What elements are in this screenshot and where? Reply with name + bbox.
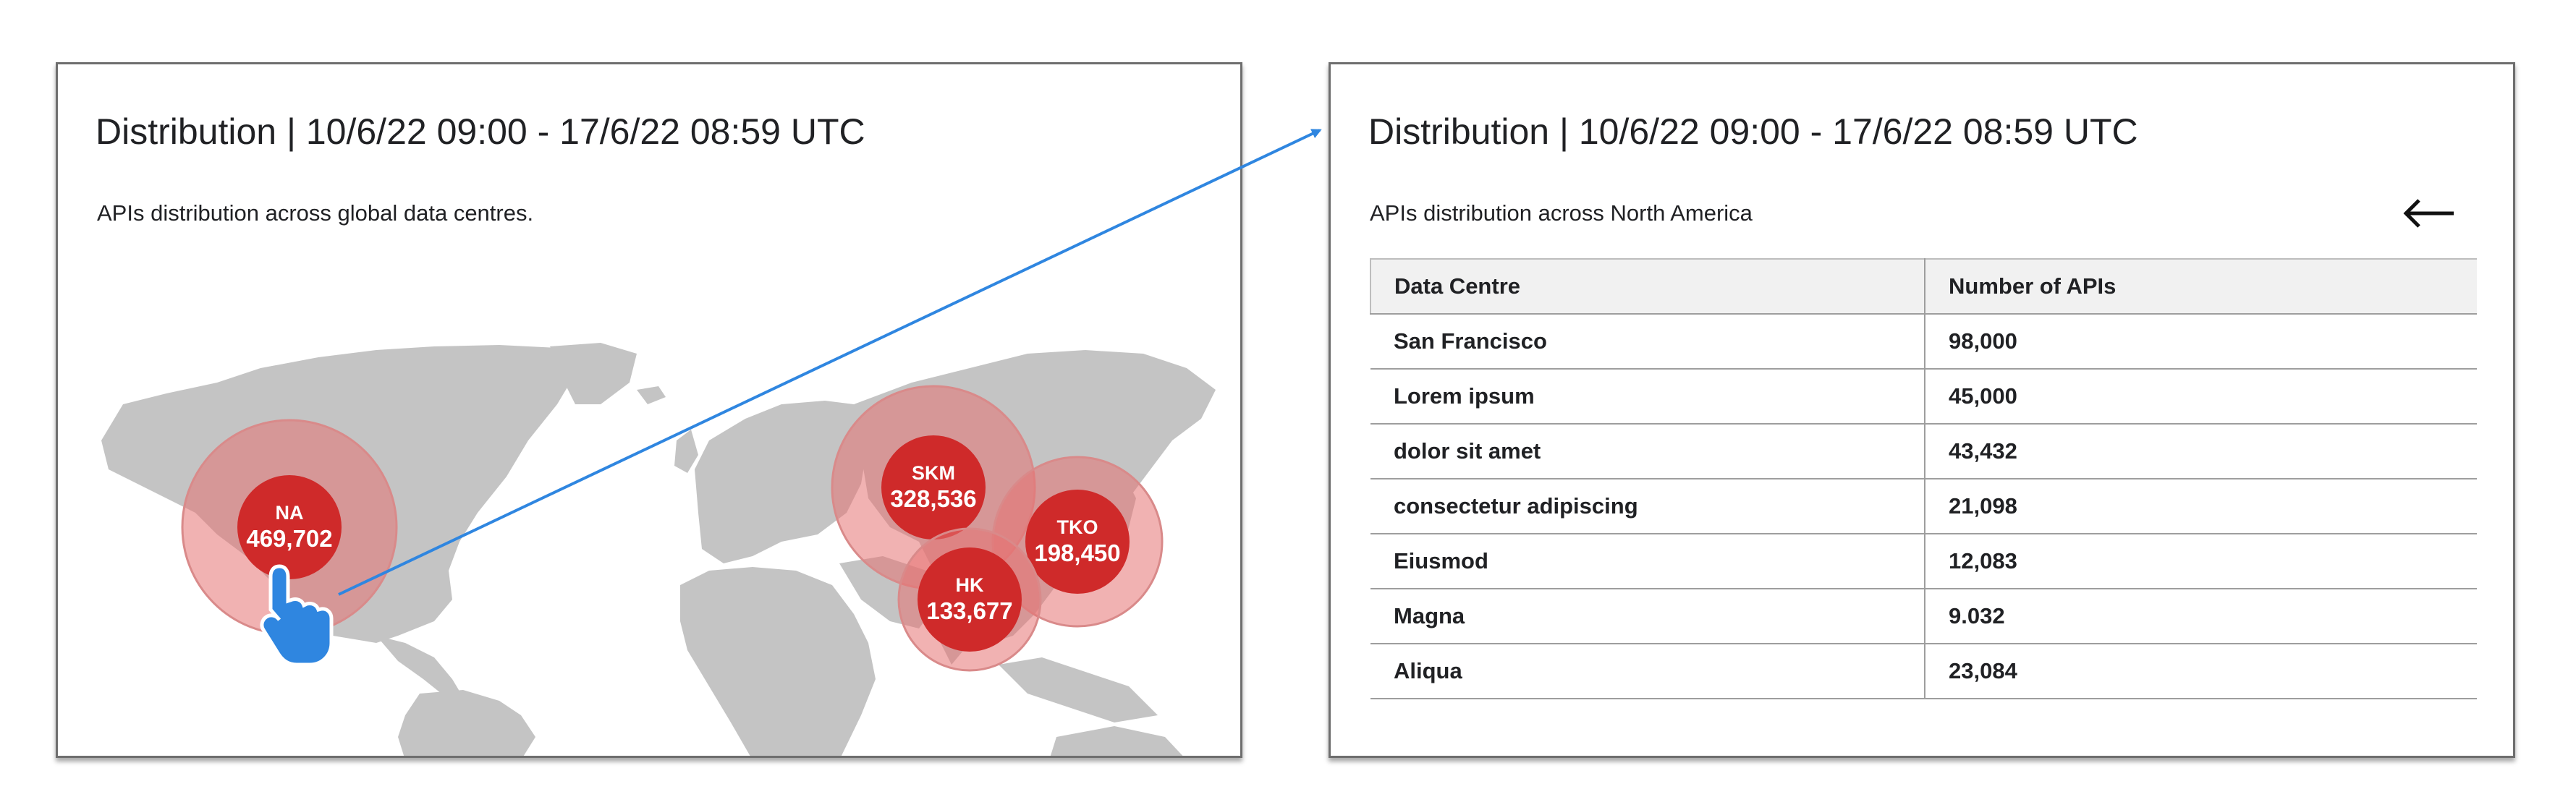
data-centre-cell: Lorem ipsum — [1370, 369, 1925, 425]
api-count-cell: 12,083 — [1925, 534, 2477, 589]
table-row[interactable]: consectetur adipiscing 21,098 — [1370, 479, 2477, 534]
data-centre-cell: Eiusmod — [1370, 534, 1925, 589]
map-central-america — [376, 636, 463, 699]
tko-code: TKO — [1056, 516, 1098, 539]
api-count-cell: 43,432 — [1925, 424, 2477, 479]
table-row[interactable]: Magna 9.032 — [1370, 589, 2477, 644]
tko-value: 198,450 — [1034, 540, 1121, 567]
na-value: 469,702 — [246, 525, 333, 553]
tko-bubble-label: TKO 198,450 — [1034, 516, 1120, 568]
skm-bubble-label: SKM 328,536 — [890, 461, 976, 513]
map-iceland — [637, 386, 666, 404]
map-uk — [674, 430, 698, 473]
skm-value: 328,536 — [890, 485, 977, 513]
table-header-row: Data Centre Number of APIs — [1370, 258, 2477, 315]
map-africa — [680, 567, 876, 756]
table-card-subtitle: APIs distribution across North America — [1370, 200, 1753, 226]
hk-code: HK — [955, 574, 984, 597]
distribution-map-card: Distribution | 10/6/22 09:00 - 17/6/22 0… — [56, 62, 1242, 758]
api-count-cell: 45,000 — [1925, 369, 2477, 425]
skm-code: SKM — [911, 462, 955, 485]
data-centre-cell: San Francisco — [1370, 314, 1925, 370]
distribution-table-card: Distribution | 10/6/22 09:00 - 17/6/22 0… — [1329, 62, 2515, 758]
table-row[interactable]: dolor sit amet 43,432 — [1370, 424, 2477, 479]
data-centre-cell: consectetur adipiscing — [1370, 479, 1925, 534]
world-map — [101, 343, 1216, 756]
hk-bubble-label: HK 133,677 — [926, 574, 1012, 626]
api-count-cell: 98,000 — [1925, 314, 2477, 370]
data-centre-cell: Magna — [1370, 589, 1925, 644]
na-code: NA — [275, 502, 304, 524]
map-greenland — [550, 343, 637, 404]
map-south-america — [398, 690, 535, 756]
api-count-cell: 23,084 — [1925, 644, 2477, 699]
table-row[interactable]: Lorem ipsum 45,000 — [1370, 369, 2477, 425]
map-se-asia — [999, 657, 1158, 722]
api-count-cell: 9.032 — [1925, 589, 2477, 644]
table-row[interactable]: Eiusmod 12,083 — [1370, 534, 2477, 589]
table-card-title: Distribution | 10/6/22 09:00 - 17/6/22 0… — [1368, 111, 2138, 152]
hk-value: 133,677 — [926, 597, 1013, 625]
column-header-data-centre: Data Centre — [1370, 258, 1925, 315]
table-row[interactable]: Aliqua 23,084 — [1370, 644, 2477, 699]
map-australia — [1050, 726, 1183, 756]
na-bubble-label: NA 469,702 — [246, 501, 332, 553]
api-count-cell: 21,098 — [1925, 479, 2477, 534]
column-header-number-of-apis: Number of APIs — [1925, 258, 2477, 315]
data-centre-cell: dolor sit amet — [1370, 424, 1925, 479]
data-centre-table: Data Centre Number of APIs San Francisco… — [1370, 258, 2477, 699]
hand-pointer-icon — [260, 564, 334, 667]
table-row[interactable]: San Francisco 98,000 — [1370, 314, 2477, 370]
data-centre-cell: Aliqua — [1370, 644, 1925, 699]
left-arrow-icon[interactable] — [2402, 192, 2457, 235]
